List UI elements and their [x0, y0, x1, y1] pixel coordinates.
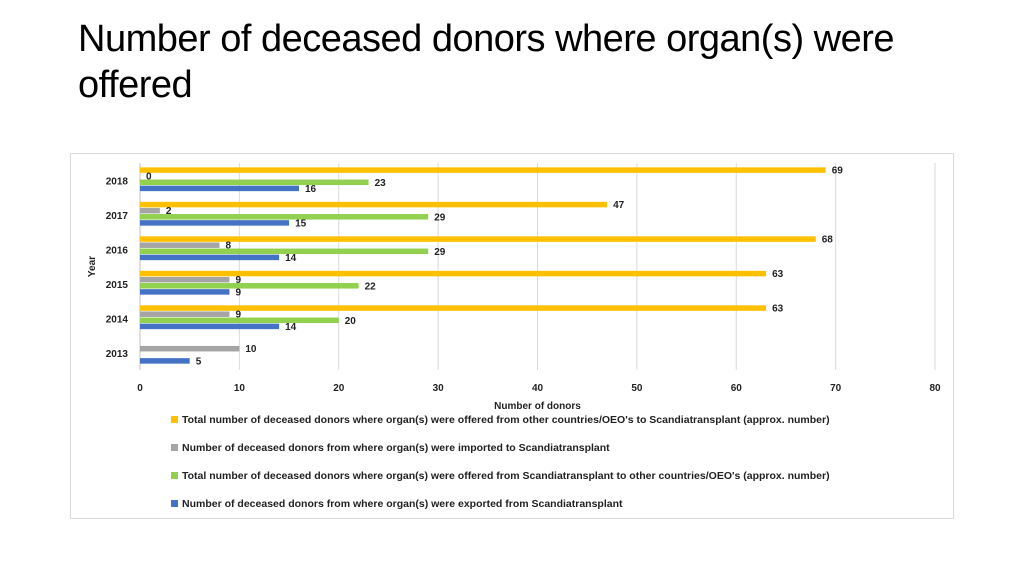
y-tick-label: 2018: [106, 176, 129, 187]
data-label: 14: [285, 322, 297, 333]
y-tick-label: 2017: [106, 211, 129, 222]
data-label: 68: [822, 235, 834, 246]
data-label: 29: [434, 212, 446, 223]
y-tick-label: 2016: [106, 245, 129, 256]
bar: [140, 311, 230, 317]
bar: [140, 236, 816, 242]
bar: [140, 242, 220, 248]
data-label: 0: [146, 172, 152, 183]
x-tick-label: 0: [137, 383, 143, 394]
chart-frame: [70, 153, 954, 519]
x-tick-label: 70: [830, 383, 842, 394]
data-label: 10: [245, 344, 257, 355]
legend-swatch: [171, 444, 178, 451]
bar: [140, 254, 280, 261]
x-tick-label: 50: [631, 383, 643, 394]
data-label: 8: [226, 241, 232, 252]
bar: [140, 214, 429, 220]
data-label: 14: [285, 253, 297, 264]
data-label: 63: [772, 269, 784, 280]
legend-entry: Total number of deceased donors where or…: [182, 414, 830, 426]
bar: [140, 345, 240, 352]
bar: [140, 248, 429, 255]
bar: [140, 289, 230, 295]
bar: [140, 179, 369, 186]
bar: [140, 317, 339, 324]
data-label: 22: [365, 281, 377, 292]
data-label: 29: [434, 247, 446, 258]
legend-entry: Number of deceased donors from where org…: [182, 442, 610, 454]
x-axis-title: Number of donors: [494, 401, 581, 412]
bar: [140, 167, 826, 173]
y-tick-label: 2015: [106, 280, 129, 291]
x-tick-label: 80: [929, 383, 941, 394]
data-label: 69: [832, 166, 844, 177]
data-label: 15: [295, 218, 307, 229]
data-label: 63: [772, 304, 784, 315]
legend-swatch: [171, 500, 178, 507]
data-label: 47: [613, 200, 625, 211]
bar: [140, 270, 767, 277]
page-title: Number of deceased donors where organ(s)…: [78, 18, 895, 106]
bar: [140, 276, 230, 283]
bar: [140, 358, 190, 364]
y-tick-label: 2013: [106, 349, 129, 360]
bar: [140, 283, 359, 289]
legend-swatch: [171, 416, 178, 423]
y-tick-label: 2014: [106, 314, 129, 325]
x-tick-label: 30: [433, 383, 445, 394]
data-label: 2: [166, 206, 172, 217]
y-axis-title: Year: [87, 256, 98, 277]
data-label: 9: [235, 287, 241, 298]
x-tick-label: 60: [731, 383, 743, 394]
bar: [140, 201, 608, 208]
bar: [140, 305, 767, 311]
bar: [140, 220, 290, 226]
data-label: 5: [196, 356, 202, 367]
legend-swatch: [171, 472, 178, 479]
legend-entry: Total number of deceased donors where or…: [182, 470, 830, 482]
x-tick-label: 10: [234, 383, 246, 394]
bar: [140, 185, 299, 192]
bar: [140, 207, 160, 214]
data-label: 9: [235, 275, 241, 286]
data-label: 23: [375, 178, 387, 189]
x-tick-label: 20: [333, 383, 345, 394]
bar: [140, 323, 280, 330]
legend-entry: Number of deceased donors from where org…: [182, 498, 623, 510]
x-tick-label: 40: [532, 383, 544, 394]
data-label: 16: [305, 184, 317, 195]
data-label: 9: [235, 310, 241, 321]
data-label: 20: [345, 316, 357, 327]
